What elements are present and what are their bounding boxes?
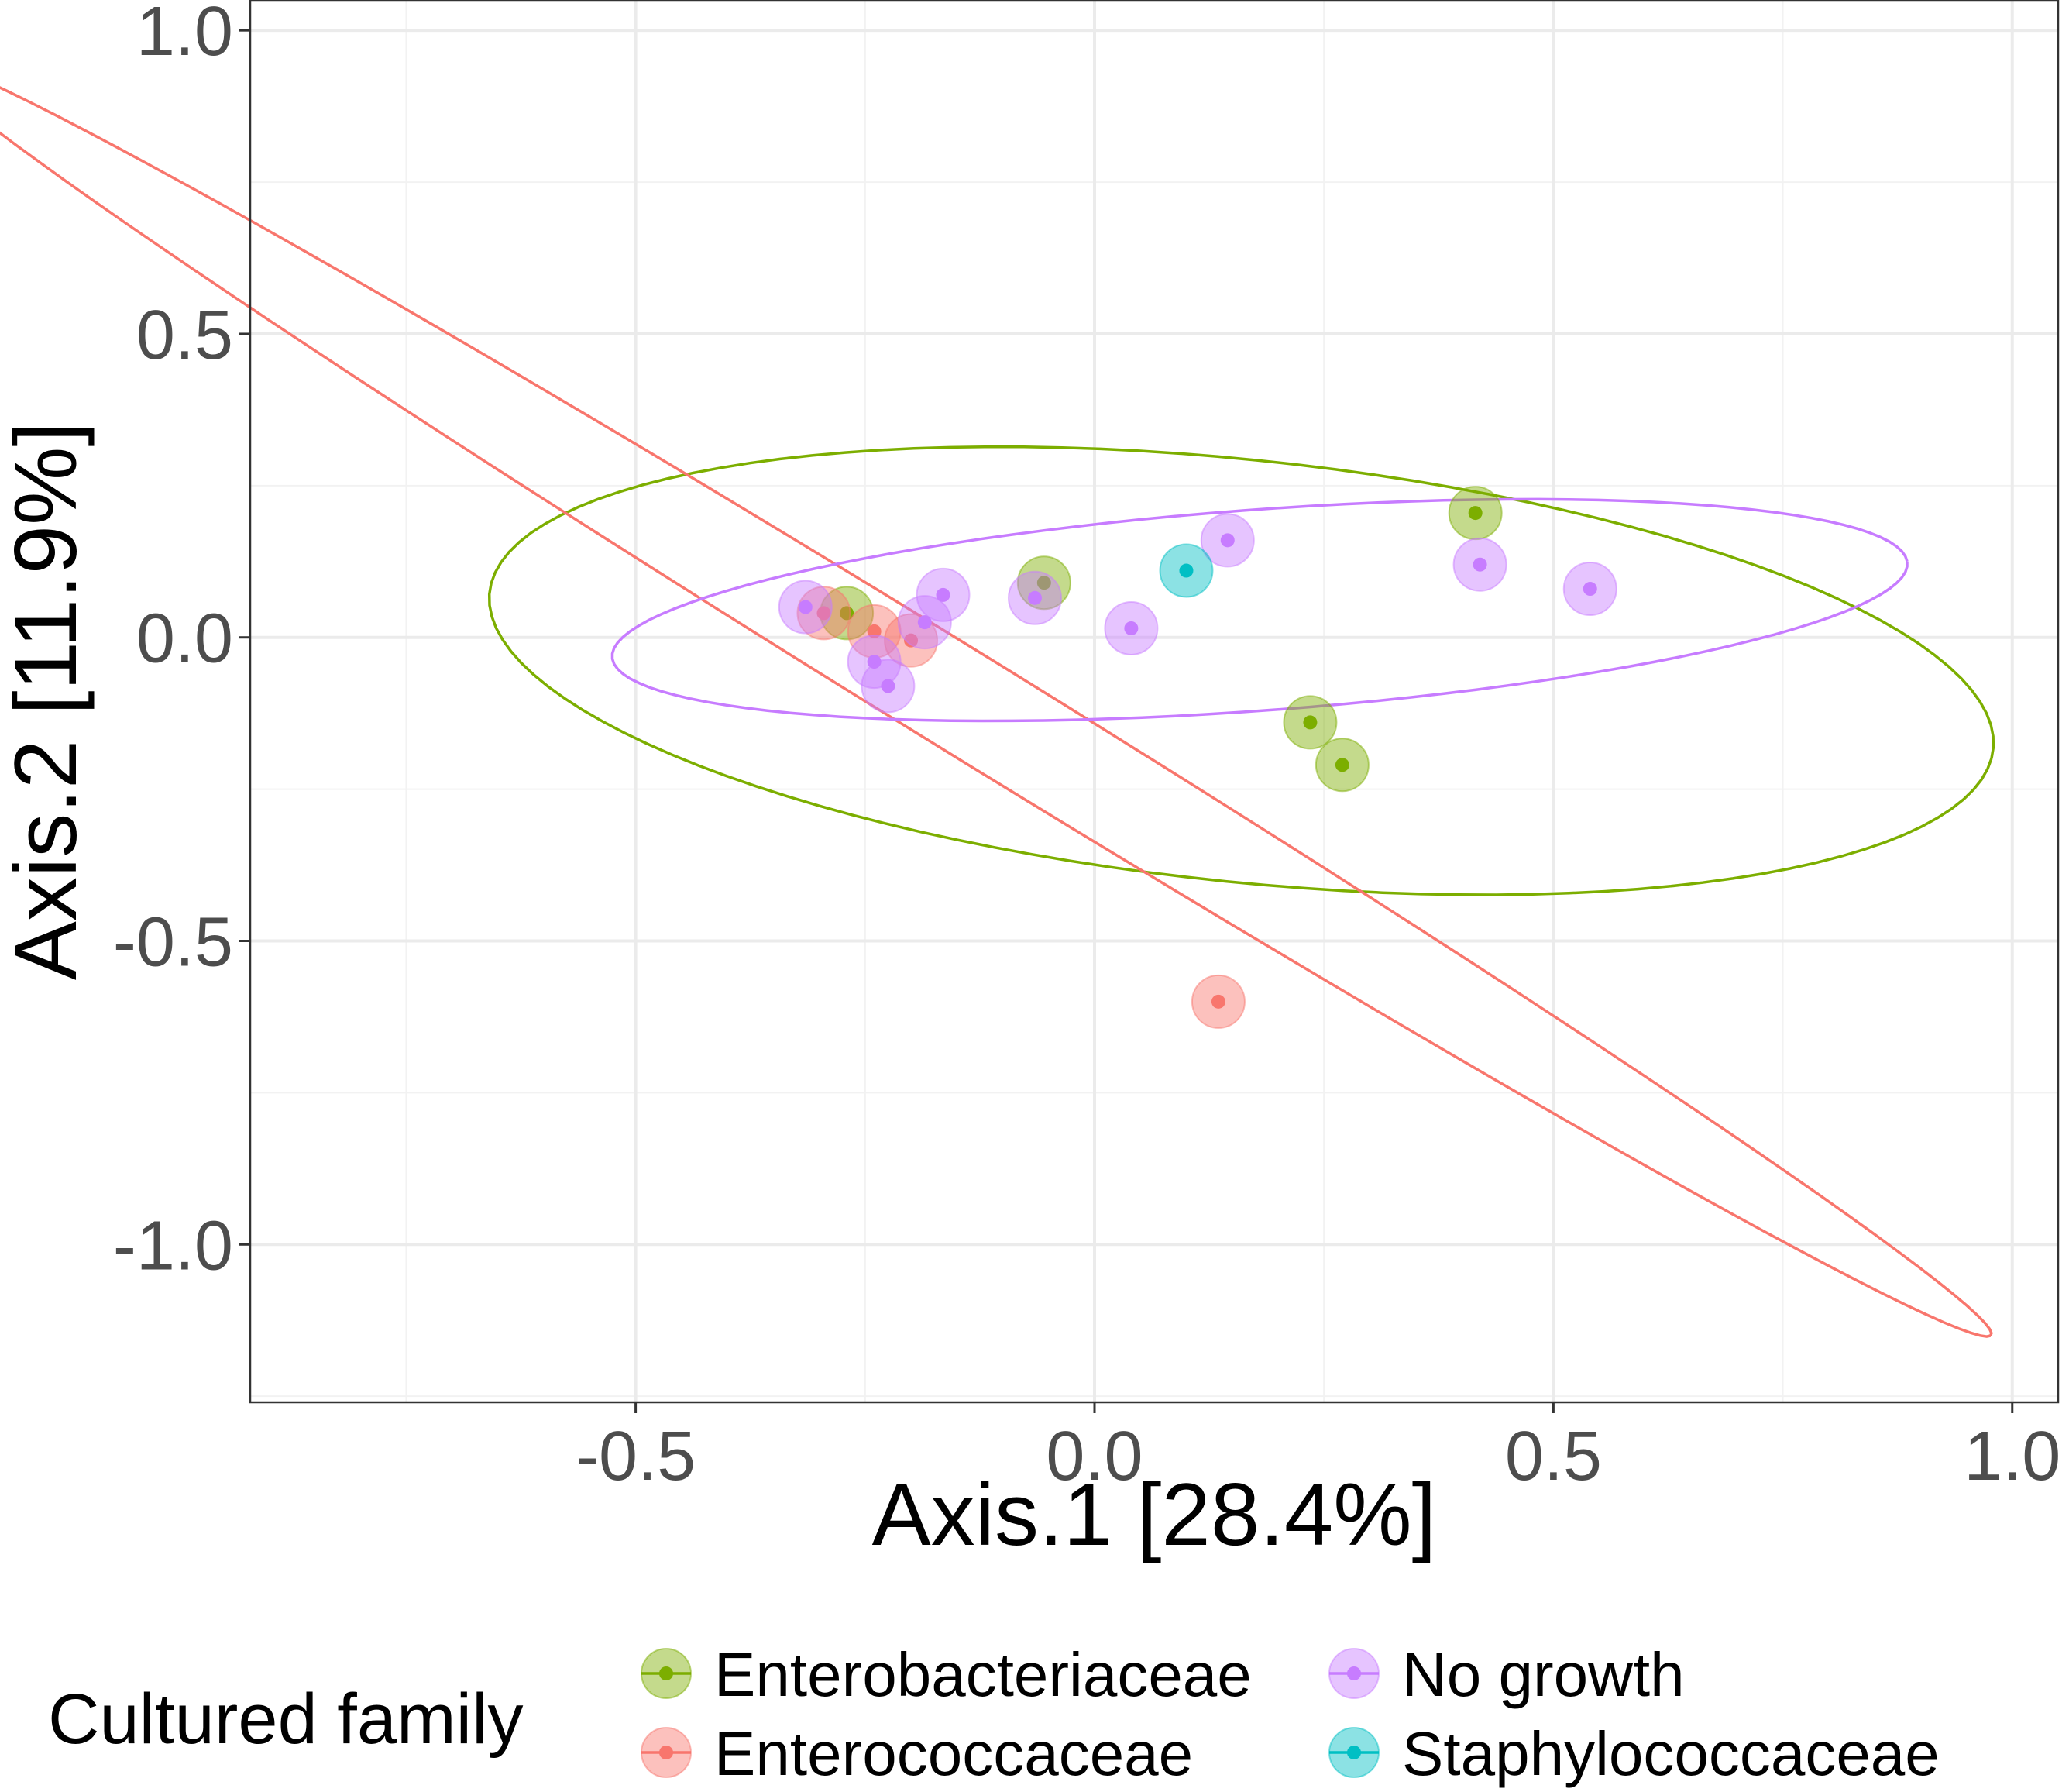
legend-key-dot (659, 1666, 673, 1680)
legend-item-enterococcaceae: Enterococcaceae (641, 1719, 1193, 1788)
point-enterococcaceae (816, 606, 831, 621)
y-tick-label: -0.5 (113, 904, 233, 982)
legend-items: Enterobacteriaceae Enterococcaceae No grow… (641, 1640, 1940, 1788)
point-enterobacteriaceae (1335, 758, 1349, 772)
x-tick-label: 0.0 (1046, 1418, 1143, 1495)
legend-label: Enterococcaceae (714, 1719, 1193, 1788)
point-no-growth (1220, 533, 1235, 548)
x-tick-label: 1.0 (1964, 1418, 2060, 1495)
y-tick-label: 0.0 (136, 600, 233, 678)
legend-key-dot (1347, 1666, 1361, 1680)
y-axis-ticks: -1.0 -0.5 0.0 0.5 1.0 (113, 0, 250, 1285)
legend-label: Staphylococcaceae (1402, 1719, 1940, 1788)
point-no-growth (1583, 582, 1597, 597)
ellipse-enterobacteriaceae (487, 445, 1995, 896)
point-enterobacteriaceae (1036, 576, 1051, 590)
x-tick-label: 0.5 (1505, 1418, 1602, 1495)
point-no-growth (1027, 590, 1042, 605)
point-enterococcaceae (904, 633, 919, 648)
y-tick-label: -1.0 (113, 1207, 233, 1285)
x-axis-ticks: -0.5 0.0 0.5 1.0 (576, 1402, 2060, 1495)
point-no-growth (1124, 621, 1139, 635)
x-tick-label: -0.5 (576, 1418, 696, 1495)
ellipse-no-growth (610, 497, 1909, 723)
ellipse-enterococcaceae (0, 86, 1993, 1338)
plot-panel (0, 0, 2060, 1404)
point-enterobacteriaceae (1303, 715, 1318, 730)
y-tick-label: 0.5 (136, 297, 233, 374)
point-no-growth (1473, 557, 1487, 572)
legend-label: Enterobacteriaceae (714, 1640, 1252, 1709)
legend-title: Cultured family (48, 1680, 524, 1759)
x-axis-title: Axis.1 [28.4%] (872, 1466, 1437, 1564)
point-no-growth (798, 600, 813, 614)
legend-key-dot (1347, 1746, 1361, 1759)
point-staphylococcaceae (1179, 563, 1194, 578)
grid-major (250, 0, 2058, 1402)
y-axis-title: Axis.2 [11.9%] (0, 422, 95, 980)
legend-item-no-growth: No growth (1328, 1640, 1685, 1709)
point-no-growth (917, 615, 932, 630)
legend-key-dot (659, 1746, 673, 1759)
point-enterococcaceae (1211, 994, 1225, 1009)
point-no-growth (881, 679, 895, 693)
legend-label: No growth (1402, 1640, 1685, 1709)
legend: Cultured family EnterobacteriaceaeEntero… (48, 1640, 1940, 1788)
point-no-growth (936, 587, 950, 602)
confidence-ellipses (0, 86, 1995, 1338)
panel-background (250, 0, 2058, 1402)
panel-border (249, 0, 2060, 1404)
point-enterobacteriaceae (1468, 506, 1483, 521)
data-points (778, 486, 1617, 1029)
y-tick-label: 1.0 (136, 0, 233, 71)
legend-item-enterobacteriaceae: Enterobacteriaceae (641, 1640, 1252, 1709)
legend-item-staphylococcaceae: Staphylococcaceae (1328, 1719, 1940, 1788)
